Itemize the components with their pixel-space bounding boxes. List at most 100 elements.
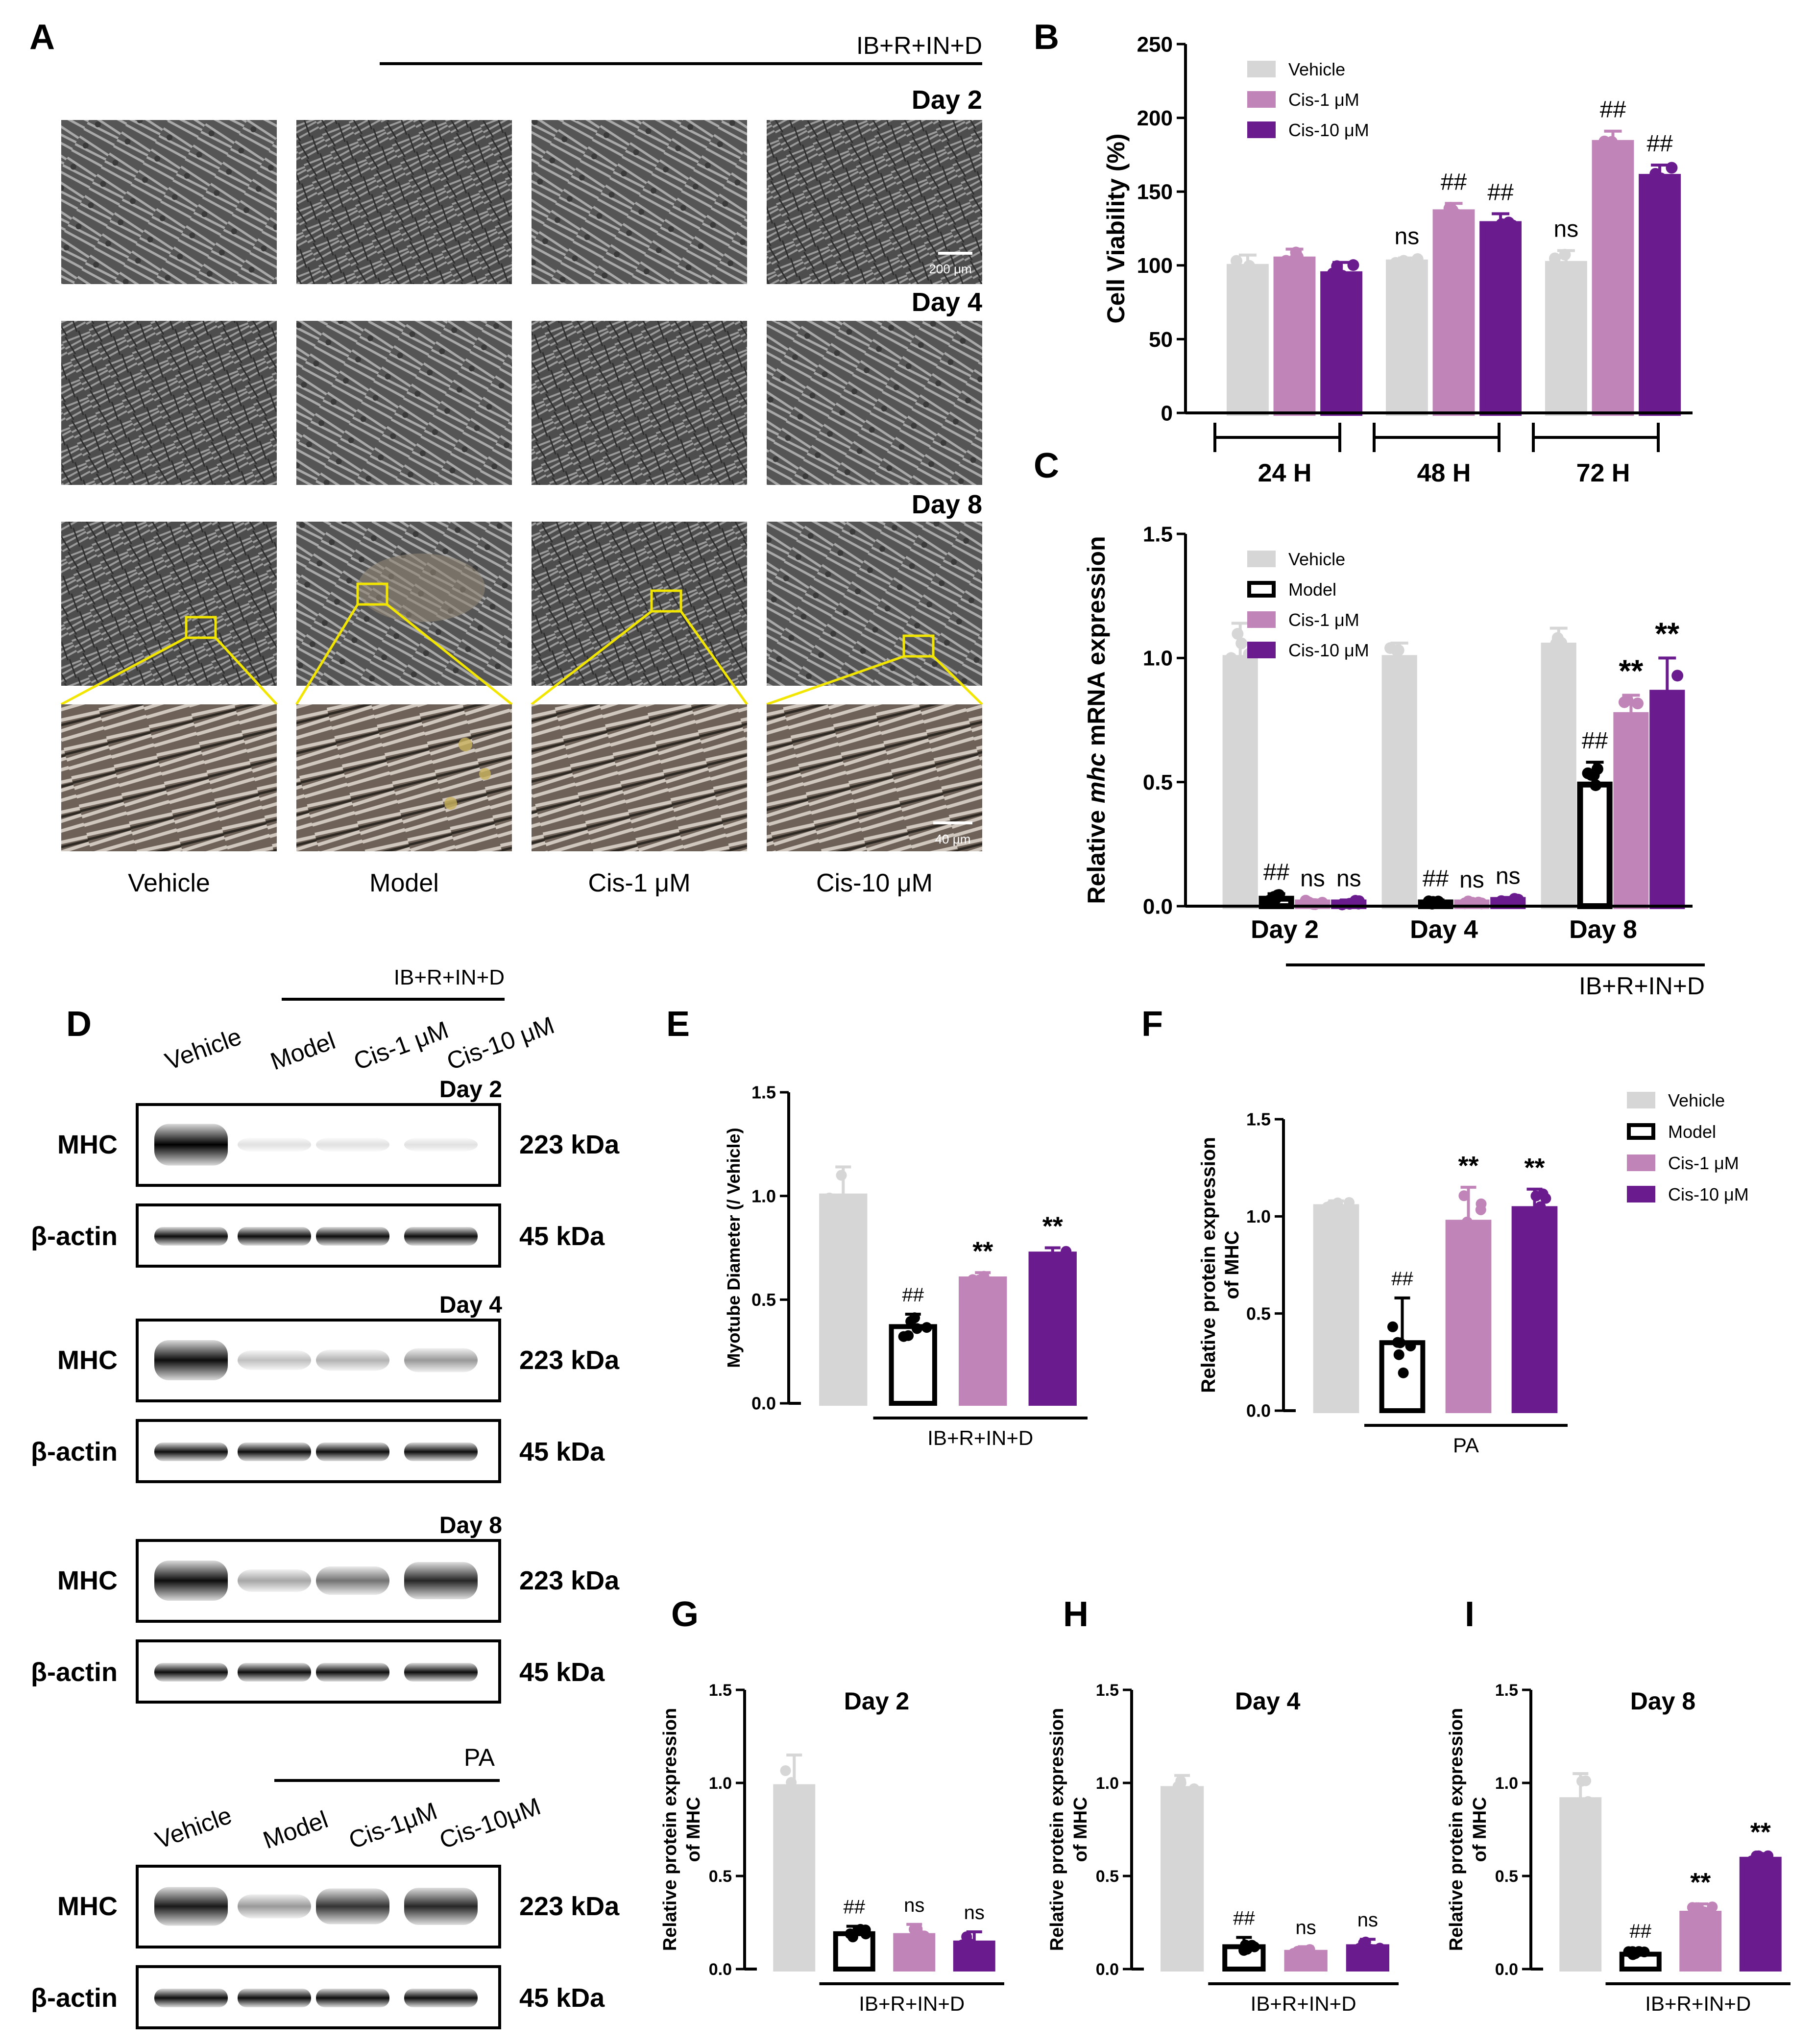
y-axis-label: Myotube Diameter (/ Vehicle) [724, 1128, 744, 1368]
actin-band [404, 1443, 478, 1461]
data-point [1631, 697, 1644, 710]
actin-band [238, 1443, 311, 1461]
significance-label: ns [1336, 866, 1361, 891]
y-tick-label: 1.0 [1246, 1206, 1271, 1226]
micrograph-cis1-day4 [532, 321, 747, 485]
data-point [780, 1765, 791, 1776]
significance-label: ns [964, 1902, 985, 1924]
legend-label: Vehicle [1288, 59, 1345, 79]
protein-label: MHC [57, 1892, 118, 1921]
bar [1313, 1204, 1359, 1413]
data-point [972, 1942, 984, 1953]
data-point [1458, 1190, 1470, 1202]
panel-label-d: D [66, 1005, 92, 1044]
data-point [1671, 670, 1684, 682]
data-point [1344, 1197, 1355, 1208]
day-label-8: Day 8 [912, 490, 982, 519]
x-category-label: 48 H [1417, 459, 1471, 487]
y-tick-label: 0.5 [1246, 1303, 1271, 1323]
significance-label: ** [1750, 1817, 1771, 1847]
bar [1445, 1220, 1492, 1414]
legend-swatch [1627, 1186, 1655, 1202]
y-tick-label: 1.5 [1495, 1681, 1518, 1700]
data-point [914, 1932, 925, 1943]
zoom-line [766, 655, 904, 706]
data-point [1263, 894, 1276, 907]
significance-label: ** [1524, 1153, 1545, 1182]
significance-label: ** [1619, 653, 1644, 688]
data-point [1387, 1321, 1398, 1332]
data-point [1374, 1943, 1385, 1954]
data-point [1748, 1855, 1759, 1867]
y-tick-label: 250 [1137, 32, 1173, 56]
bar [893, 1933, 936, 1972]
mhc-band [238, 1894, 311, 1919]
y-tick-label: 100 [1137, 254, 1173, 278]
micrograph-vehicle-day2 [61, 120, 277, 284]
bar [1613, 712, 1649, 910]
data-point [898, 1331, 909, 1342]
micrograph-cis10-day4 [767, 321, 982, 485]
mhc-band [316, 1349, 389, 1371]
y-tick-label: 0 [1161, 401, 1173, 425]
significance-label: ## [844, 1897, 866, 1918]
significance-label: ns [1296, 1917, 1316, 1938]
data-point [845, 1928, 856, 1940]
bar [1511, 1206, 1558, 1413]
significance-label: ** [972, 1236, 993, 1266]
significance-label: ## [1441, 169, 1467, 195]
data-point [842, 1211, 853, 1223]
x-category-label: Day 8 [1569, 915, 1637, 944]
y-tick-label: 0.0 [1495, 1960, 1518, 1979]
zoom-line [531, 610, 653, 705]
y-axis-label: Relative mhc mRNA expression [1083, 536, 1110, 904]
zoom-vehicle [61, 704, 277, 851]
x-axis-label: PA [1453, 1434, 1479, 1457]
legend-label: Model [1288, 579, 1336, 600]
data-point [1393, 1349, 1404, 1360]
data-point [1304, 1944, 1315, 1955]
significance-label: ns [1554, 216, 1579, 242]
blot-day-label: Day 4 [439, 1292, 502, 1318]
y-tick-label: 0.5 [1495, 1867, 1518, 1886]
y-axis-label: of MHC [1470, 1797, 1490, 1862]
data-point [1626, 716, 1638, 728]
y-axis-label-gene: mhc [1083, 753, 1110, 803]
y-tick-label: 0.5 [709, 1867, 732, 1886]
data-point [1630, 1948, 1641, 1959]
data-point [1360, 1936, 1371, 1948]
data-point [909, 1924, 920, 1935]
zoom-model [296, 704, 512, 851]
data-point [1061, 1246, 1072, 1257]
significance-label: ns [1496, 863, 1521, 889]
significance-label: ## [1630, 1921, 1652, 1942]
data-point [1660, 714, 1672, 726]
legend-label: Model [1668, 1122, 1716, 1142]
protein-label: MHC [57, 1346, 118, 1375]
lipid-area [358, 553, 485, 622]
bar [1320, 271, 1363, 416]
chart-e: 0.0 0.5 1.0 1.5 Myotube Diameter (/ Vehicle)… [724, 1082, 1088, 1449]
zoom-box-cis10 [902, 634, 935, 658]
data-point [975, 1278, 986, 1289]
actin-band [316, 1989, 389, 2007]
data-point [1244, 1941, 1255, 1952]
data-point [1405, 1341, 1416, 1352]
significance-label: ns [904, 1895, 924, 1916]
significance-label: ns [1300, 866, 1325, 891]
micrograph-cis10-day8 [767, 522, 982, 686]
significance-label: ** [1458, 1151, 1478, 1180]
lane-label: Model [267, 1027, 339, 1075]
data-point [1292, 251, 1304, 263]
data-point [1502, 216, 1515, 229]
legend-label: Cis-10 μM [1288, 640, 1369, 660]
data-point [787, 1795, 798, 1806]
y-tick-label: 1.0 [751, 1186, 776, 1206]
micrograph-row-day8 [60, 522, 983, 706]
actin-band [238, 1663, 311, 1682]
y-tick-label: 1.5 [1246, 1109, 1271, 1130]
data-point [1763, 1850, 1774, 1861]
x-axis-label: IB+R+IN+D [927, 1426, 1033, 1449]
y-axis-label: Relative protein expression [1047, 1708, 1067, 1951]
